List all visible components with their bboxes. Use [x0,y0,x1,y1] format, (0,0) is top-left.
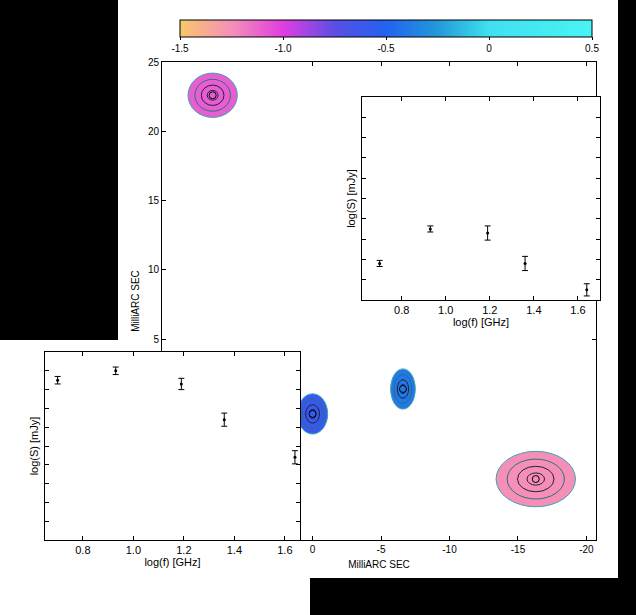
svg-text:1.2: 1.2 [482,304,497,316]
svg-text:0: 0 [486,43,492,54]
svg-text:-10: -10 [442,544,457,555]
svg-text:25: 25 [148,57,160,68]
svg-text:-1.5: -1.5 [171,43,189,54]
svg-text:log(S) [mJy]: log(S) [mJy] [28,417,40,476]
svg-text:-20: -20 [579,544,594,555]
svg-text:log(S) [mJy]: log(S) [mJy] [345,169,357,228]
svg-text:0: 0 [310,544,316,555]
svg-text:1.0: 1.0 [438,304,453,316]
svg-text:1.6: 1.6 [570,304,585,316]
svg-text:1.4: 1.4 [227,544,242,556]
svg-text:5: 5 [153,334,159,345]
svg-text:log(f) [GHz]: log(f) [GHz] [453,316,509,328]
svg-text:1.2: 1.2 [176,544,191,556]
svg-text:1.6: 1.6 [277,544,292,556]
svg-text:-0.5: -0.5 [377,43,395,54]
svg-text:1.4: 1.4 [526,304,541,316]
svg-text:MilliARC SEC: MilliARC SEC [130,270,141,332]
svg-text:0.8: 0.8 [394,304,409,316]
svg-text:20: 20 [148,126,160,137]
svg-text:0.5: 0.5 [585,43,599,54]
svg-text:-5: -5 [377,544,386,555]
svg-text:1.0: 1.0 [126,544,141,556]
svg-text:-15: -15 [511,544,526,555]
svg-text:-1.0: -1.0 [274,43,292,54]
svg-text:15: 15 [148,195,160,206]
svg-text:0.8: 0.8 [75,544,90,556]
svg-text:log(f) [GHz]: log(f) [GHz] [144,556,200,568]
svg-text:MilliARC SEC: MilliARC SEC [348,559,410,570]
svg-text:10: 10 [148,264,160,275]
